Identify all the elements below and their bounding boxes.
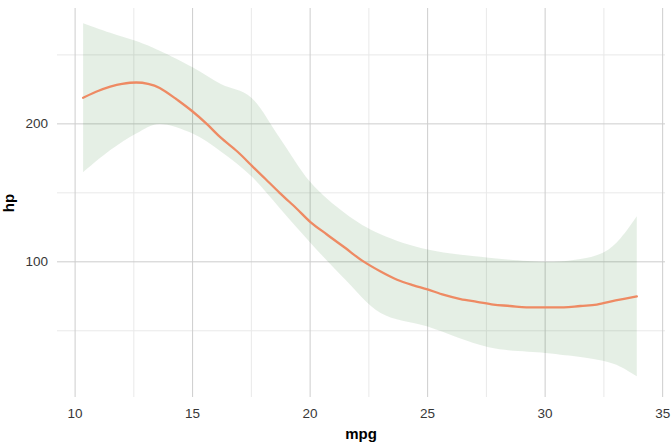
confidence-ribbon: [83, 23, 637, 376]
x-tick-label: 10: [68, 406, 83, 421]
y-axis-title: hp: [0, 194, 17, 212]
x-tick-label: 35: [655, 406, 670, 421]
plot-canvas: 10 15 20 25 30 35 100 200 mpg hp: [0, 0, 672, 447]
y-tick-label: 200: [25, 116, 48, 131]
x-tick-label: 25: [420, 406, 435, 421]
x-tick-label: 15: [185, 406, 200, 421]
x-axis-title: mpg: [345, 425, 377, 442]
y-tick-label: 100: [25, 254, 48, 269]
x-tick-label: 20: [303, 406, 318, 421]
y-axis-tick-labels: 100 200: [25, 116, 48, 269]
chart: 10 15 20 25 30 35 100 200 mpg hp: [0, 0, 672, 447]
x-axis-tick-labels: 10 15 20 25 30 35: [68, 406, 671, 421]
x-tick-label: 30: [538, 406, 553, 421]
